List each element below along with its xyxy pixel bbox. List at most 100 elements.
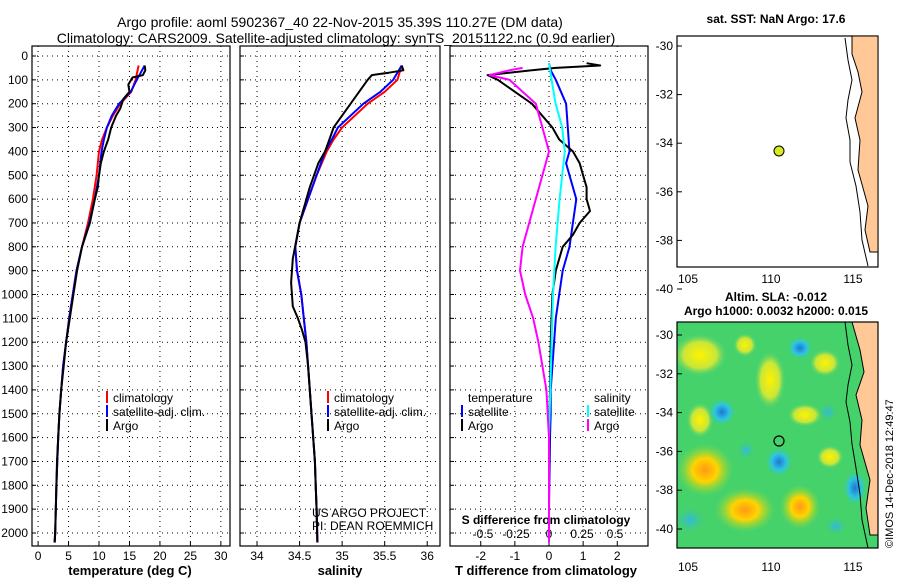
sla-map-xticks: 105 110 115	[678, 560, 863, 574]
x-tick-label: 10	[92, 549, 106, 563]
map-lat-label: -38	[656, 483, 674, 497]
difference-xlabel: T difference from climatology	[455, 563, 638, 578]
map-lon-label: 115	[843, 272, 862, 286]
map-lat-label: -34	[656, 136, 674, 150]
depth-tick-label: 1500	[1, 407, 28, 421]
x-tick-label: 34.5	[288, 549, 312, 563]
difference-legend: temperature satellite Argo salinity sate…	[461, 391, 635, 433]
map-lat-label: -36	[656, 185, 674, 199]
s-difference-tick-label: -0.5	[473, 527, 494, 541]
s-difference-label: S difference from climatology	[462, 513, 631, 527]
legend-t-satellite: satellite	[468, 405, 509, 419]
sla-eddy	[736, 440, 756, 460]
temperature-grid	[32, 46, 230, 546]
map-lon-label: 115	[843, 560, 862, 574]
depth-tick-label: 900	[8, 264, 28, 278]
depth-tick-label: 1700	[1, 454, 28, 468]
map-lon-label: 105	[678, 272, 698, 286]
depth-tick-label: 1400	[1, 383, 28, 397]
australia-coast	[851, 35, 879, 253]
depth-tick-label: 300	[8, 121, 28, 135]
legend-s-satellite-cyan: satellite	[594, 405, 635, 419]
depth-tick-label: 1000	[1, 288, 28, 302]
pi-credit: PI: DEAN ROEMMICH	[312, 519, 433, 533]
depth-tick-label: 1100	[2, 311, 28, 325]
s-difference-tick-label: -0.25	[502, 527, 530, 541]
sla-eddy	[677, 506, 706, 534]
x-tick-label: 35	[335, 549, 349, 563]
sla-blob	[809, 349, 841, 377]
sla-map-frame	[676, 321, 879, 549]
depth-tick-label: 2000	[1, 526, 28, 540]
x-tick-label: 30	[214, 549, 228, 563]
sla-blob	[780, 485, 820, 529]
depth-tick-label: 0	[21, 49, 28, 63]
depth-ticks: 0 100 200 300 400 500 600 700 800 900 1000 1100 1200…	[1, 49, 28, 540]
sla-map-title-1: Altim. SLA: -0.012	[725, 290, 827, 304]
depth-tick-label: 200	[8, 97, 28, 111]
australia-coast-2	[851, 322, 878, 536]
map-lon-label: 110	[761, 272, 780, 286]
sla-map-yticks: -30 -32 -34 -36 -38 -40	[656, 328, 682, 536]
depth-tick-label: 1600	[1, 431, 28, 445]
salinity-panel: 34 34.5 35 35.5 36 salinity climatology sate…	[239, 45, 441, 578]
imos-stamp: ©IMOS 14-Dec-2018 12:49:47	[884, 399, 896, 548]
title-line-1: Argo profile: aoml 5902367_40 22-Nov-201…	[117, 14, 563, 30]
series-argo	[290, 65, 405, 543]
map-lat-label: -40	[656, 522, 674, 536]
sla-map-title-2: Argo h1000: 0.0032 h2000: 0.015	[684, 304, 868, 318]
map-lat-label: -30	[656, 39, 674, 53]
sst-map-title: sat. SST: NaN Argo: 17.6	[707, 12, 846, 26]
series-argo	[53, 65, 147, 543]
profile-location-2	[773, 435, 785, 447]
map-lat-label: -32	[656, 367, 674, 381]
sla-eddy	[824, 516, 848, 536]
x-tick-label: 20	[153, 549, 167, 563]
sla-eddy	[818, 402, 838, 422]
temperature-xticks: 0 5 10 15 20 25 30	[35, 549, 228, 563]
sst-map-yticks: -30 -32 -34 -36 -38 -40	[656, 39, 682, 296]
difference-xticks: -2 -1 0 1 2	[475, 549, 621, 563]
sla-eddy	[708, 398, 736, 426]
x-tick-label: 2	[614, 549, 621, 563]
x-tick-label: 36	[421, 549, 435, 563]
legend-temperature: temperature	[468, 391, 533, 405]
map-lat-label: -34	[656, 406, 674, 420]
s-difference-tick-label: 0.25	[570, 527, 594, 541]
x-tick-label: 0	[546, 549, 553, 563]
sla-blob	[686, 402, 714, 438]
map-lat-label: -36	[656, 444, 674, 458]
sst-map-xticks: 105 110 115	[678, 272, 863, 286]
title-line-2: Climatology: CARS2009. Satellite-adjuste…	[57, 30, 615, 46]
x-tick-label: 34	[250, 549, 264, 563]
map-lat-label: -32	[656, 88, 674, 102]
temperature-panel: 0100200300400500600700800900100011001200…	[1, 45, 231, 578]
depth-tick-label: 600	[8, 192, 28, 206]
map-lat-label: -30	[656, 328, 674, 342]
profile-location	[773, 145, 785, 157]
temperature-lines	[53, 65, 147, 543]
depth-tick-label: 1200	[1, 335, 28, 349]
sla-blob	[787, 403, 823, 427]
sla-blob	[816, 445, 844, 469]
legend-s-climatology: climatology	[334, 391, 394, 405]
legend-satellite: satellite-adj. clim.	[113, 405, 205, 419]
salinity-grid	[240, 46, 440, 546]
salinity-axes	[239, 45, 441, 547]
depth-tick-label: 1300	[1, 359, 28, 373]
difference-lines	[486, 62, 602, 543]
sla-blob	[677, 444, 733, 496]
temperature-axes	[31, 45, 231, 547]
legend-s-argo: Argo	[334, 419, 360, 433]
sla-blob	[754, 350, 786, 410]
s-difference-tick-label: 0.5	[607, 527, 624, 541]
salinity-lines	[290, 64, 405, 543]
sla-blob	[715, 488, 775, 532]
sla-eddy	[843, 470, 867, 506]
map-lon-label: 110	[761, 560, 780, 574]
difference-grid	[450, 46, 648, 546]
depth-contour-2	[844, 322, 869, 548]
legend-argo: Argo	[113, 419, 139, 433]
sla-eddy	[787, 336, 813, 360]
depth-tick-label: 400	[8, 144, 28, 158]
